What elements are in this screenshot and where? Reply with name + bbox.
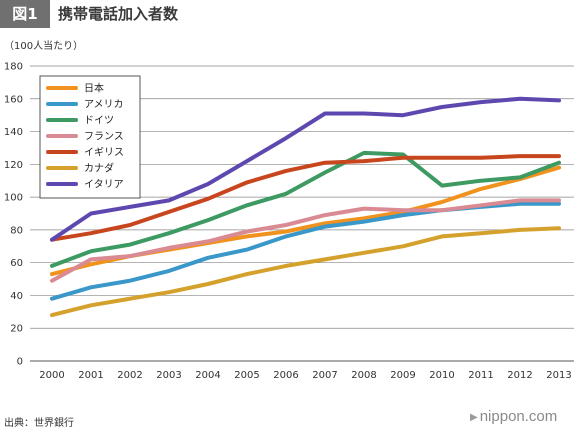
x-tick-label-2011: 2011: [468, 370, 493, 381]
y-tick-label-180: 180: [4, 62, 23, 73]
x-tick-label-2008: 2008: [351, 370, 376, 381]
y-tick-label-60: 60: [10, 258, 23, 269]
source-note: 出典：世界銀行: [4, 418, 74, 429]
y-tick-label-80: 80: [10, 225, 23, 236]
chart-title: 携帯電話加入者数: [58, 5, 179, 23]
figure-header: 図1 携帯電話加入者数: [0, 0, 584, 30]
figure-label: 図1: [0, 0, 50, 28]
x-tick-label-2004: 2004: [195, 370, 220, 381]
y-tick-label-160: 160: [4, 94, 23, 105]
y-tick-label-120: 120: [4, 160, 23, 171]
series-lines: [50, 96, 561, 318]
x-tick-label-2012: 2012: [507, 370, 532, 381]
x-tick-label-2006: 2006: [273, 370, 298, 381]
y-tick-labels: 0 20 40 60 80 100 120 140 160 180: [4, 62, 23, 368]
legend-label-6: イタリア: [84, 179, 124, 191]
y-tick-label-140: 140: [4, 127, 23, 138]
y-tick-label-0: 0: [17, 357, 23, 368]
legend-label-1: アメリカ: [84, 99, 124, 111]
y-tick-label-100: 100: [4, 193, 23, 204]
x-tick-labels: 2000 2001 2002 2003 2004 2005 2006 2007 2008 2009…: [39, 370, 571, 381]
series-line-1: [50, 201, 561, 301]
legend-label-3: フランス: [84, 131, 124, 143]
y-tick-label-20: 20: [10, 324, 23, 335]
brand-logo: ▶ nippon.com: [470, 408, 557, 425]
series-line-3: [50, 198, 561, 283]
series-line-4: [50, 154, 561, 242]
series-line-6: [50, 96, 561, 242]
x-tick-label-2013: 2013: [546, 370, 571, 381]
legend-label-4: イギリス: [84, 147, 124, 159]
brand-text: nippon.com: [479, 408, 558, 425]
x-tick-label-2009: 2009: [390, 370, 415, 381]
y-axis-unit-label: （100人当たり）: [4, 41, 84, 52]
y-tick-label-40: 40: [10, 291, 23, 302]
brand-mark-icon: ▶: [470, 411, 478, 423]
legend-label-0: 日本: [84, 82, 104, 95]
x-tick-label-2001: 2001: [78, 370, 103, 381]
x-tick-label-2010: 2010: [429, 370, 454, 381]
legend-label-5: カナダ: [84, 162, 114, 175]
series-line-5: [50, 226, 561, 318]
x-tick-label-2000: 2000: [39, 370, 64, 381]
x-tick-label-2003: 2003: [156, 370, 181, 381]
legend-label-2: ドイツ: [84, 116, 114, 127]
x-tick-label-2007: 2007: [312, 370, 337, 381]
series-line-2: [50, 150, 561, 268]
x-tick-label-2005: 2005: [234, 370, 259, 381]
x-tick-label-2002: 2002: [117, 370, 142, 381]
